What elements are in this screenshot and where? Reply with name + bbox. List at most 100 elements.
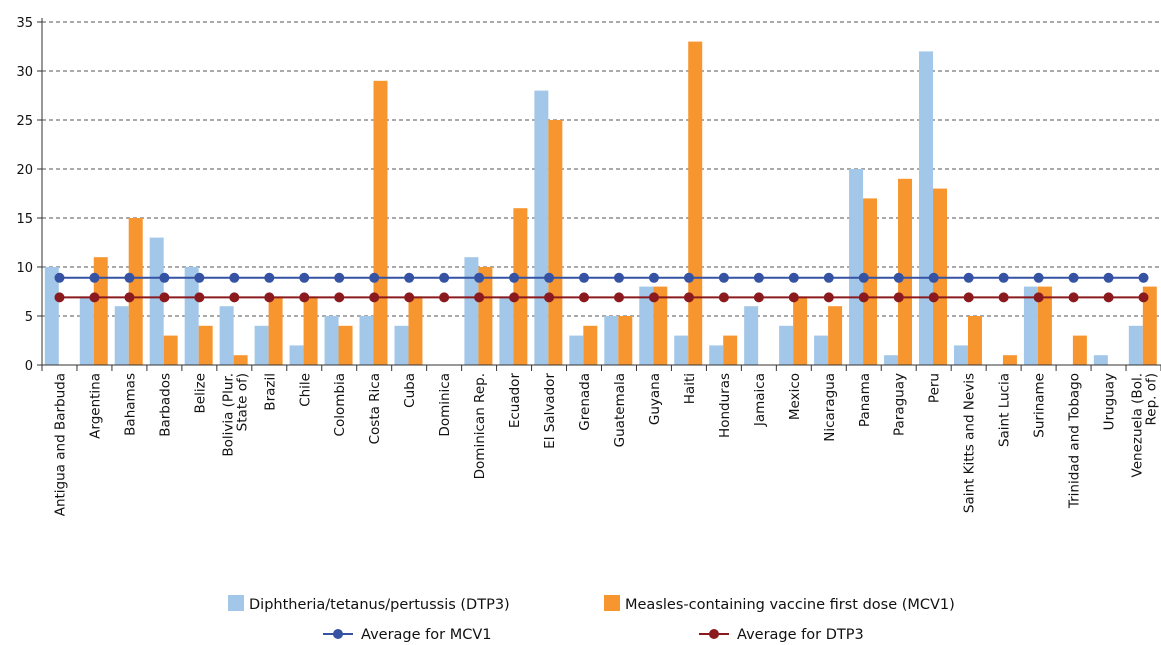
point-average-for-mcv1-honduras — [718, 272, 729, 283]
category-label-trinidad-and-tobago: Trinidad and Tobago — [1067, 373, 1083, 509]
point-average-for-dtp3-belize — [194, 292, 205, 303]
y-tick-label: 20 — [16, 163, 33, 178]
point-average-for-dtp3-barbados — [159, 292, 170, 303]
bar-dtp3-jamaica — [744, 306, 759, 365]
bar-dtp3-uruguay — [1093, 355, 1108, 365]
point-average-for-dtp3-chile — [299, 292, 310, 303]
category-label-brazil: Brazil — [262, 373, 278, 411]
category-label-nicaragua: Nicaragua — [822, 373, 838, 442]
point-average-for-mcv1-barbados — [159, 272, 170, 283]
point-average-for-dtp3-dominica — [439, 292, 450, 303]
point-average-for-mcv1-costa-rica — [369, 272, 380, 283]
axes — [41, 18, 1161, 371]
point-average-for-dtp3-grenada — [579, 292, 590, 303]
point-average-for-mcv1-guatemala — [613, 272, 624, 283]
bar-dtp3-guyana — [639, 286, 654, 365]
point-average-for-mcv1-belize — [194, 272, 205, 283]
point-average-for-mcv1-panama — [858, 272, 869, 283]
gridlines — [42, 21, 1161, 317]
point-average-for-dtp3-honduras — [718, 292, 729, 303]
bar-dtp3-argentina — [79, 296, 94, 365]
category-label-uruguay: Uruguay — [1102, 373, 1118, 430]
bar-dtp3-peru — [919, 51, 934, 366]
legend-marker-average-for-mcv1 — [333, 629, 343, 639]
point-average-for-mcv1-guyana — [648, 272, 659, 283]
bar-mcv1-belize — [198, 325, 213, 365]
point-average-for-dtp3-antigua-and-barbuda — [54, 292, 65, 303]
category-label-haiti: Haiti — [682, 373, 698, 404]
bar-dtp3-colombia — [324, 316, 339, 365]
legend-swatch-diphtheria-tetanus-pertussis-dtp3 — [228, 595, 244, 611]
point-average-for-mcv1-brazil — [264, 272, 275, 283]
legend-label-average-for-mcv1: Average for MCV1 — [361, 627, 491, 643]
category-label-venezuela-bol-rep-of: Venezuela (Bol.Rep. of) — [1130, 373, 1160, 477]
category-label-argentina: Argentina — [87, 373, 103, 439]
category-label-bolivia-plur-state-of: Bolivia (Plur.State of) — [220, 373, 250, 457]
point-average-for-mcv1-trinidad-and-tobago — [1068, 272, 1079, 283]
legend: Diphtheria/tetanus/pertussis (DTP3) Measl… — [228, 595, 955, 643]
point-average-for-dtp3-el-salvador — [544, 292, 555, 303]
y-tick-label: 15 — [16, 212, 33, 227]
bar-dtp3-bahamas — [114, 306, 129, 365]
category-label-antigua-and-barbuda: Antigua and Barbuda — [52, 373, 68, 516]
point-average-for-dtp3-venezuela-bol-rep-of — [1138, 292, 1149, 303]
bar-mcv1-paraguay — [898, 178, 913, 365]
y-tick-label: 25 — [16, 114, 33, 129]
y-tick-label: 10 — [16, 261, 33, 276]
bar-dtp3-ecuador — [499, 296, 514, 365]
category-label-paraguay: Paraguay — [892, 373, 908, 436]
point-average-for-mcv1-cuba — [404, 272, 415, 283]
point-average-for-dtp3-panama — [858, 292, 869, 303]
category-label-colombia: Colombia — [332, 373, 348, 436]
bar-dtp3-suriname — [1023, 286, 1038, 365]
point-average-for-mcv1-el-salvador — [544, 272, 555, 283]
legend-label-average-for-dtp3: Average for DTP3 — [737, 627, 864, 643]
bar-mcv1-saint-kitts-and-nevis — [967, 316, 982, 365]
bar-mcv1-grenada — [583, 325, 598, 365]
bar-dtp3-venezuela-bol-rep-of — [1128, 325, 1143, 365]
y-tick-label: 35 — [16, 16, 33, 31]
bar-dtp3-cuba — [394, 325, 409, 365]
bar-mcv1-el-salvador — [548, 120, 563, 365]
bar-mcv1-venezuela-bol-rep-of — [1142, 286, 1157, 365]
category-label-suriname: Suriname — [1032, 373, 1048, 438]
bar-mcv1-haiti — [688, 41, 703, 365]
bar-dtp3-saint-kitts-and-nevis — [953, 345, 968, 365]
bars — [44, 41, 1157, 366]
point-average-for-mcv1-bahamas — [124, 272, 135, 283]
category-label-dominican-rep: Dominican Rep. — [472, 373, 488, 479]
category-labels: Antigua and Barbuda Argentina Bahamas Barba… — [52, 373, 1159, 517]
point-average-for-dtp3-bolivia-plur-state-of — [229, 292, 240, 303]
point-average-for-dtp3-mexico — [788, 292, 799, 303]
category-label-guatemala: Guatemala — [612, 373, 628, 447]
bar-dtp3-panama — [849, 169, 864, 365]
bar-dtp3-brazil — [254, 325, 269, 365]
bar-mcv1-chile — [303, 296, 318, 365]
point-average-for-mcv1-paraguay — [893, 272, 904, 283]
category-label-costa-rica: Costa Rica — [367, 373, 383, 444]
bar-dtp3-costa-rica — [359, 316, 374, 365]
category-label-grenada: Grenada — [577, 373, 593, 431]
point-average-for-dtp3-guatemala — [613, 292, 624, 303]
bar-dtp3-honduras — [709, 345, 724, 365]
bar-dtp3-guatemala — [604, 316, 619, 365]
bar-mcv1-saint-lucia — [1002, 355, 1017, 365]
bar-mcv1-panama — [863, 198, 878, 365]
bar-dtp3-bolivia-plur-state-of — [219, 306, 234, 365]
bar-dtp3-el-salvador — [534, 90, 549, 365]
point-average-for-mcv1-dominican-rep — [474, 272, 485, 283]
bar-mcv1-suriname — [1037, 286, 1052, 365]
bar-dtp3-paraguay — [884, 355, 899, 365]
point-average-for-dtp3-peru — [928, 292, 939, 303]
point-average-for-mcv1-ecuador — [509, 272, 520, 283]
point-average-for-dtp3-cuba — [404, 292, 415, 303]
y-axis-ticks: 0 5 10 15 20 25 30 35 — [16, 16, 42, 374]
point-average-for-dtp3-jamaica — [753, 292, 764, 303]
point-average-for-mcv1-peru — [928, 272, 939, 283]
bar-mcv1-cuba — [408, 296, 423, 365]
bar-mcv1-trinidad-and-tobago — [1072, 335, 1087, 365]
point-average-for-mcv1-uruguay — [1103, 272, 1114, 283]
bar-mcv1-mexico — [793, 296, 808, 365]
average-lines — [54, 272, 1149, 303]
